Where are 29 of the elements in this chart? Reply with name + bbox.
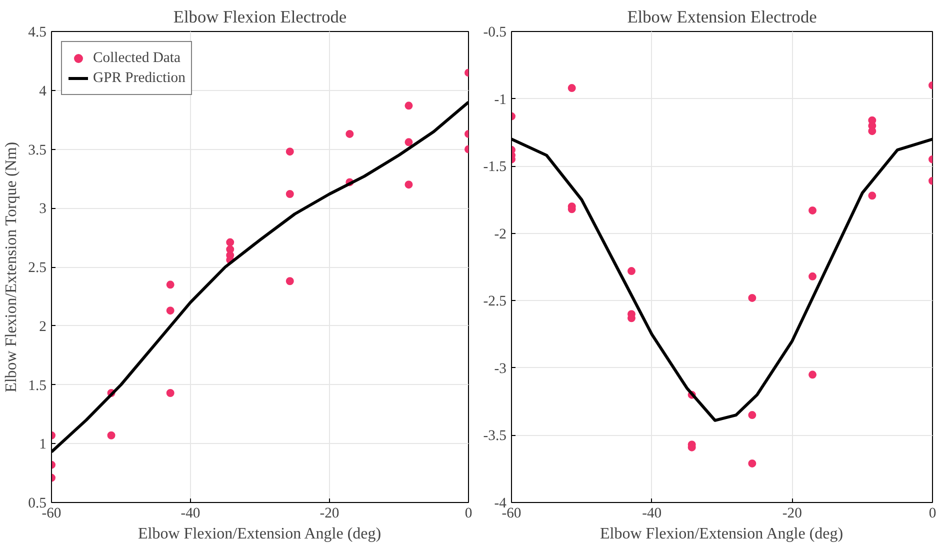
y-tick-label: 2.5 — [28, 260, 47, 276]
y-tick-label: -3 — [494, 360, 507, 377]
y-tick-label: -1.5 — [483, 159, 506, 176]
y-tick-label: 2 — [39, 318, 46, 335]
y-tick-label: 0.5 — [28, 496, 47, 512]
y-tick-label: 1.5 — [28, 378, 47, 394]
y-axis-title: Elbow Flexion/Extension Torque (Nm) — [3, 142, 20, 392]
x-axis-title: Elbow Flexion/Extension Angle (deg) — [138, 526, 382, 542]
y-tick-label: 4 — [39, 83, 48, 100]
legend-label: Collected Data — [93, 50, 180, 66]
y-tick-label: 3.5 — [28, 142, 47, 158]
x-tick-label: -20 — [320, 506, 340, 522]
x-tick-label: 0 — [928, 506, 936, 522]
y-tick-label: 4.5 — [28, 24, 47, 40]
x-tick-label: 0 — [464, 506, 472, 522]
legend-label: GPR Prediction — [93, 70, 186, 86]
chart-title: Elbow Extension Electrode — [627, 8, 818, 26]
y-tick-label: -3.5 — [483, 428, 506, 444]
y-tick-label: -2 — [494, 226, 507, 242]
x-axis-title: Elbow Flexion/Extension Angle (deg) — [600, 526, 844, 542]
y-tick-label: -0.5 — [483, 24, 506, 40]
y-tick-label: 3 — [39, 201, 46, 218]
y-tick-label: -1 — [494, 92, 507, 108]
y-tick-label: -2.5 — [483, 294, 506, 310]
chart-title: Elbow Flexion Electrode — [173, 8, 347, 26]
x-tick-label: -40 — [642, 506, 662, 522]
y-tick-label: 1 — [39, 436, 46, 453]
x-tick-label: -40 — [180, 506, 200, 522]
x-tick-label: -20 — [782, 506, 802, 522]
